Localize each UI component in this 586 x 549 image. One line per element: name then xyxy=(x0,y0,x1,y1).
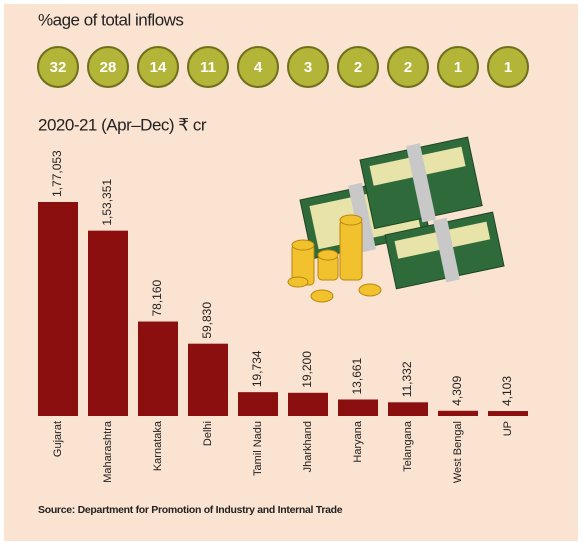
value-label: 4,309 xyxy=(450,375,464,405)
share-badge xyxy=(387,46,429,88)
bar xyxy=(488,411,528,416)
chart-title: 2020-21 (Apr–Dec) ₹ cr xyxy=(38,115,207,134)
share-label: 1 xyxy=(454,59,462,76)
value-label: 1,77,053 xyxy=(50,150,64,197)
share-label: 32 xyxy=(50,59,67,76)
value-label: 59,830 xyxy=(200,302,214,339)
x-tick-label: Maharashtra xyxy=(102,420,114,483)
share-badge xyxy=(37,46,79,88)
x-tick-label: Gujarat xyxy=(52,421,64,457)
share-badge xyxy=(187,46,229,88)
x-tick-label: Delhi xyxy=(202,421,214,446)
x-tick-label: Jharkhand xyxy=(302,421,314,472)
share-label: 4 xyxy=(254,59,263,76)
share-badge xyxy=(87,46,129,88)
share-badge xyxy=(137,46,179,88)
share-label: 28 xyxy=(100,59,117,76)
value-label: 13,661 xyxy=(350,357,364,394)
x-tick-label: West Bengal xyxy=(452,421,464,483)
value-label: 78,160 xyxy=(150,280,164,317)
value-label: 19,734 xyxy=(250,350,264,387)
share-label: 11 xyxy=(200,59,216,76)
bar xyxy=(238,392,278,416)
share-title: %age of total inflows xyxy=(38,10,183,29)
share-label: 14 xyxy=(150,59,167,76)
value-label: 19,200 xyxy=(300,351,314,388)
share-badge xyxy=(237,46,279,88)
share-label: 2 xyxy=(354,59,362,76)
x-tick-label: UP xyxy=(502,421,514,436)
value-label: 1,53,351 xyxy=(100,179,114,226)
bar xyxy=(188,343,228,416)
x-tick-label: Tamil Nadu xyxy=(252,421,264,476)
value-label: 11,332 xyxy=(400,361,414,397)
share-label: 1 xyxy=(504,59,512,76)
bar xyxy=(338,399,378,416)
source: Source: Department for Promotion of Indu… xyxy=(38,504,343,516)
share-badge xyxy=(487,46,529,88)
share-badge xyxy=(437,46,479,88)
x-tick-label: Karnataka xyxy=(152,420,164,471)
share-badge xyxy=(337,46,379,88)
bar xyxy=(388,402,428,416)
money-illustration xyxy=(287,136,505,303)
bar xyxy=(38,202,78,416)
x-tick-label: Telangana xyxy=(402,420,414,472)
share-badge xyxy=(287,46,329,88)
share-label: 3 xyxy=(304,59,312,76)
bar xyxy=(138,321,178,416)
bar xyxy=(438,410,478,416)
x-tick-label: Haryana xyxy=(352,420,364,462)
bar xyxy=(88,230,128,416)
bar xyxy=(288,392,328,416)
share-label: 2 xyxy=(404,59,412,76)
value-label: 4,103 xyxy=(500,376,514,406)
